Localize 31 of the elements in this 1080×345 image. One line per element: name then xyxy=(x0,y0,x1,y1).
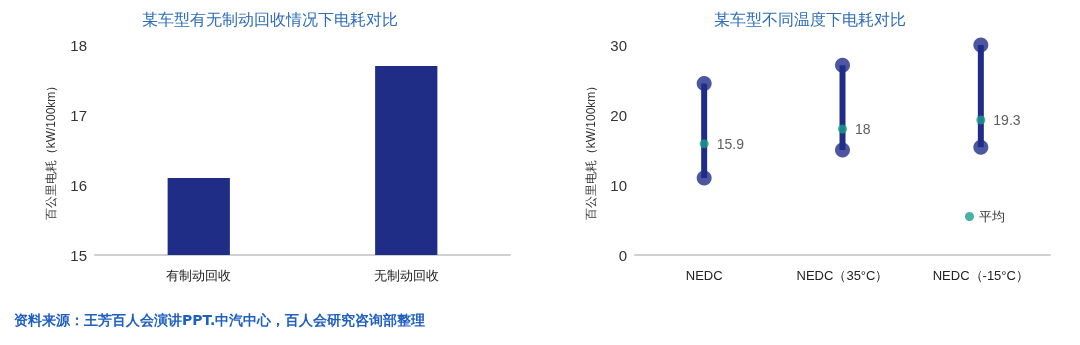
y-tick-label: 17 xyxy=(70,106,87,124)
point xyxy=(696,170,712,186)
y-tick-label: 16 xyxy=(70,176,87,194)
point xyxy=(838,124,847,134)
point xyxy=(696,76,712,91)
x-tick-label: 有制动回收 xyxy=(166,268,232,283)
data-label: 19.3 xyxy=(993,111,1021,128)
x-tick-label: NEDC xyxy=(685,268,723,283)
legend-label: 平均 xyxy=(979,209,1005,224)
x-tick-label: 无制动回收 xyxy=(373,268,439,283)
y-tick-label: 20 xyxy=(610,106,627,124)
point xyxy=(835,142,850,158)
y-tick-label: 18 xyxy=(70,36,87,54)
point xyxy=(835,57,850,73)
y-axis-title: 百公里电耗（kW/100km） xyxy=(584,79,598,221)
chart-title: 某车型不同温度下电耗对比 xyxy=(714,10,906,28)
data-label: 15.9 xyxy=(716,135,745,152)
text: 资料来源：王芳百人会演讲PPT.中汽中心，百人会研究咨询部整理 xyxy=(14,312,426,330)
y-tick-label: 15 xyxy=(70,246,87,264)
y-tick-label: 0 xyxy=(618,246,627,264)
x-tick-label: NEDC（35°C） xyxy=(796,268,889,283)
y-tick-label: 10 xyxy=(610,176,627,194)
x-tick-label: NEDC（-15°C） xyxy=(932,268,1029,283)
data-label: 18 xyxy=(855,121,871,137)
point xyxy=(973,37,989,53)
y-axis-title: 百公里电耗（kW/100km） xyxy=(44,79,58,221)
chart-title: 某车型有无制动回收情况下电耗对比 xyxy=(142,10,398,28)
y-tick-label: 30 xyxy=(610,36,627,54)
point xyxy=(699,139,709,149)
point xyxy=(976,115,986,125)
point xyxy=(973,139,989,155)
